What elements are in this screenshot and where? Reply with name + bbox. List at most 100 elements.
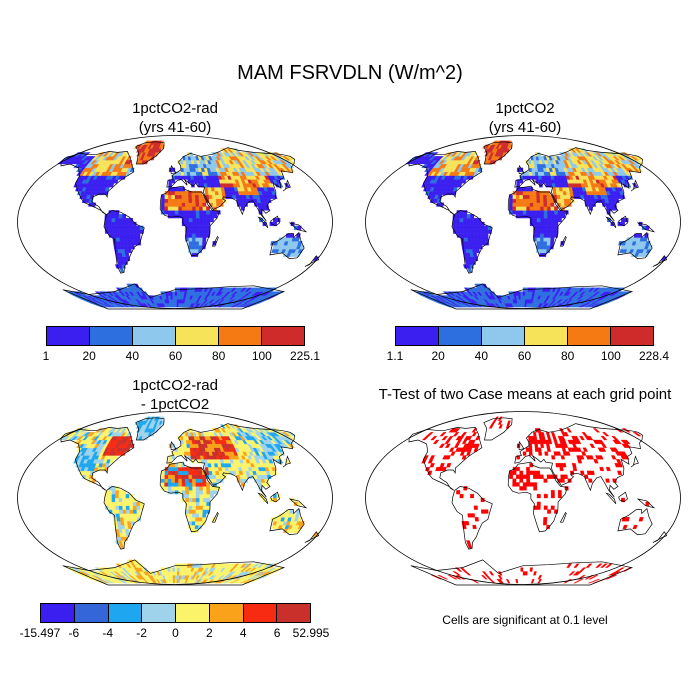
grid-cell — [638, 517, 644, 522]
grid-cell — [546, 241, 551, 246]
grid-cell — [216, 478, 221, 483]
grid-cell — [467, 233, 472, 238]
grid-cell — [164, 474, 169, 479]
grid-cell — [526, 198, 531, 203]
grid-cell — [557, 214, 562, 219]
grid-cell — [199, 229, 204, 234]
grid-cell — [582, 447, 588, 452]
colorbar-tick-label: 60 — [517, 349, 532, 363]
grid-cell — [543, 245, 548, 250]
grid-cell — [522, 198, 527, 203]
grid-cell — [547, 210, 552, 215]
grid-cell — [539, 198, 544, 203]
colorbar-segment — [133, 327, 176, 345]
grid-cell — [550, 217, 555, 223]
grid-cell — [533, 221, 538, 227]
grid-cell — [118, 229, 123, 234]
grid-cell — [198, 474, 203, 479]
grid-cell — [202, 237, 207, 242]
grid-cell — [625, 517, 630, 522]
grid-cell — [133, 517, 138, 522]
grid-cell — [543, 229, 548, 234]
grid-cell — [529, 214, 534, 219]
grid-cell — [125, 505, 130, 510]
grid-cell — [192, 210, 197, 215]
grid-cell — [172, 295, 176, 300]
grid-cell — [191, 470, 196, 475]
grid-cell — [174, 187, 179, 192]
grid-cell — [528, 171, 533, 176]
grid-cell — [167, 474, 172, 479]
grid-cell — [480, 225, 485, 230]
grid-cell — [456, 225, 461, 230]
grid-cell — [536, 210, 541, 215]
grid-cell — [178, 210, 183, 215]
grid-cell — [540, 432, 545, 437]
grid-cell — [540, 217, 545, 223]
grid-cell — [178, 482, 183, 487]
colorbar-segment — [243, 604, 278, 622]
grid-cell — [505, 424, 510, 429]
grid-cell — [539, 245, 544, 250]
grid-cell — [184, 194, 189, 199]
grid-cell — [550, 202, 555, 207]
grid-cell — [464, 241, 469, 246]
grid-cell — [543, 194, 548, 199]
grid-cell — [529, 198, 534, 203]
grid-cell — [506, 420, 511, 425]
grid-cell — [567, 198, 572, 203]
grid-cell — [532, 190, 537, 196]
grid-cell — [606, 206, 611, 211]
grid-cell — [595, 563, 603, 568]
grid-cell — [470, 233, 475, 238]
grid-cell — [167, 486, 172, 491]
grid-cell — [115, 513, 121, 518]
grid-cell — [550, 225, 555, 230]
grid-cell — [571, 463, 577, 468]
coastline — [617, 231, 653, 260]
grid-cell — [519, 486, 524, 491]
grid-cell — [522, 474, 527, 479]
coastline — [518, 165, 525, 175]
grid-cell — [181, 194, 186, 199]
grid-cell — [543, 521, 548, 526]
grid-cell — [518, 291, 521, 296]
grid-cell — [202, 202, 207, 207]
grid-cell — [115, 497, 120, 503]
grid-cell — [125, 221, 130, 227]
grid-cell — [439, 432, 447, 437]
grid-cell — [108, 221, 113, 227]
grid-cell — [519, 478, 524, 483]
colorbar-tick-label: 40 — [474, 349, 489, 363]
grid-cell — [202, 517, 207, 522]
grid-cell — [258, 482, 263, 487]
colorbar-tick-label: 60 — [168, 349, 183, 363]
grid-cell — [132, 501, 137, 506]
grid-cell — [477, 229, 482, 234]
grid-cell — [174, 482, 179, 487]
grid-cell — [206, 217, 211, 223]
grid-cell — [185, 214, 190, 219]
grid-cell — [461, 439, 468, 445]
grid-cell — [185, 490, 190, 495]
grid-cell — [560, 198, 565, 203]
grid-cell — [184, 175, 188, 180]
grid-cell — [525, 447, 530, 452]
grid-cell — [122, 229, 127, 234]
coastline — [304, 531, 320, 543]
grid-cell — [531, 167, 536, 172]
colorbar-segment — [277, 604, 310, 622]
grid-cell — [180, 175, 185, 180]
grid-cell — [178, 190, 182, 196]
grid-cell — [174, 451, 179, 456]
grid-cell — [164, 210, 169, 215]
grid-cell — [528, 443, 533, 448]
grid-cell — [119, 237, 124, 242]
grid-cell — [206, 501, 211, 506]
colorbar-tick-label: 52.995 — [292, 626, 330, 640]
grid-cell — [599, 466, 605, 472]
grid-cell — [466, 225, 471, 230]
grid-cell — [206, 210, 211, 215]
grid-cell — [160, 478, 165, 483]
grid-cell — [563, 194, 568, 199]
